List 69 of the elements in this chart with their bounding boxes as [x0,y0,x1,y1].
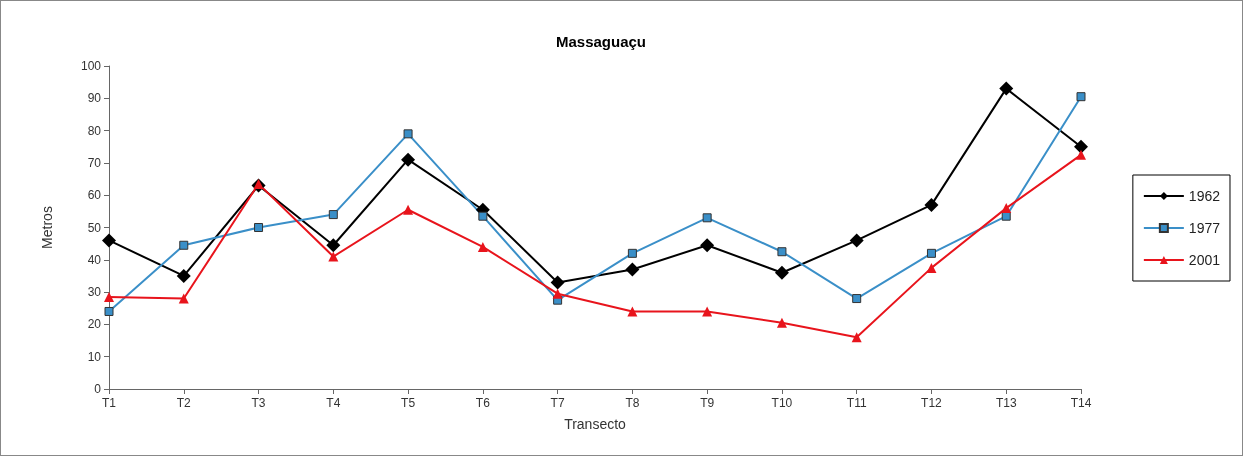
y-tick-label: 70 [87,155,102,170]
point [403,204,414,215]
y-axis-title: Metros [39,206,55,249]
legend-label: 1977 [1188,220,1221,236]
x-tick-label: T10 [771,396,793,410]
x-tick-label: T5 [401,396,416,410]
point [254,223,264,232]
x-tick-label: T11 [846,396,867,410]
point [328,210,338,220]
point [924,197,939,212]
point [326,238,341,253]
point [926,262,937,273]
point [1074,139,1088,154]
point [552,288,563,299]
y-tick-label: 20 [87,317,102,332]
point [178,293,189,304]
y-tick-label: 10 [87,349,102,364]
point [852,294,862,304]
point [550,275,565,290]
legend-label: 2001 [1188,252,1221,268]
x-tick-label: T13 [995,396,1017,410]
x-tick-label: T14 [1070,396,1092,410]
point [625,262,640,277]
point [403,129,413,139]
point [702,306,713,317]
point [1076,149,1086,160]
point [104,306,114,316]
point [179,240,189,250]
x-axis-title: Transecto [564,416,627,432]
point [851,332,862,343]
point [777,247,787,257]
point [104,291,114,302]
y-tick-label: 100 [80,59,102,73]
legend-label: 1962 [1188,188,1221,204]
chart-title: Massaguaçu [555,33,647,50]
point [849,233,864,248]
x-tick-label: T3 [251,396,266,410]
point [926,248,936,258]
y-tick-label: 0 [94,382,102,396]
point [1001,203,1012,214]
point [478,211,488,221]
point [700,238,715,253]
point [176,268,191,283]
y-tick-label: 60 [87,188,102,203]
y-tick-label: 30 [87,285,102,300]
point [328,251,339,262]
x-tick-label: T4 [326,396,341,410]
y-tick-label: 40 [87,252,102,267]
x-tick-label: T2 [176,396,192,410]
x-tick-label: T12 [921,396,943,410]
point [776,317,787,328]
point [774,265,789,280]
point [1076,92,1086,102]
point [253,178,264,189]
y-tick-label: 80 [87,123,102,138]
point [401,152,416,167]
x-tick-label: T6 [475,396,491,410]
point [102,233,116,248]
x-tick-label: T7 [550,396,565,410]
point [702,213,712,223]
point [627,306,638,317]
point [627,248,637,258]
y-tick-label: 90 [87,91,102,106]
x-tick-label: T1 [101,396,117,410]
x-tick-label: T8 [625,396,640,410]
point [999,81,1014,96]
x-tick-label: T9 [700,396,715,410]
y-tick-label: 50 [87,220,102,235]
point [477,241,488,252]
